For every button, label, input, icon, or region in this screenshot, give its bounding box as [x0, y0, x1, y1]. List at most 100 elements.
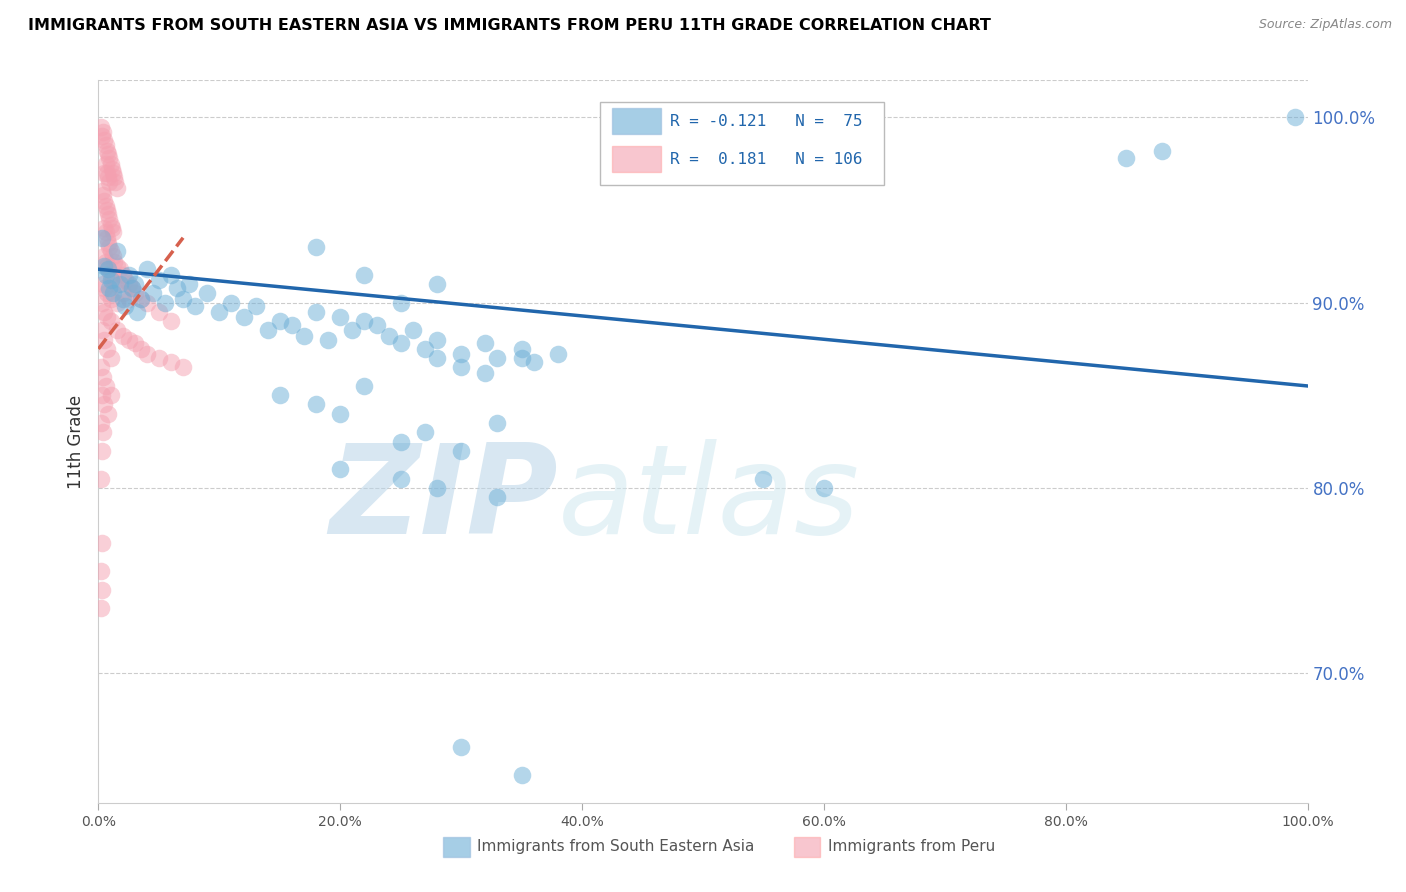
Point [100, 388, 122, 402]
Point [97, 207, 120, 221]
Point [96, 166, 118, 180]
Point [510, 351, 533, 366]
Point [98, 175, 121, 189]
Point [305, 240, 328, 254]
Point [93, 166, 115, 180]
Point [118, 268, 141, 282]
Point [97, 147, 120, 161]
Point [91, 188, 114, 202]
Point [111, 268, 134, 282]
Point [426, 481, 449, 495]
Text: Immigrants from Peru: Immigrants from Peru [828, 839, 995, 855]
Point [121, 281, 143, 295]
Point [105, 244, 128, 258]
Point [105, 180, 128, 194]
Point [124, 277, 146, 291]
Point [91, 582, 114, 597]
Point [111, 329, 134, 343]
Point [91, 231, 114, 245]
Point [100, 162, 122, 177]
Point [245, 299, 267, 313]
Point [98, 212, 121, 227]
Point [148, 351, 170, 366]
Point [402, 323, 425, 337]
Point [90, 360, 112, 375]
Point [486, 416, 509, 430]
Point [232, 310, 254, 325]
Point [100, 268, 122, 282]
Point [91, 536, 114, 550]
Point [100, 244, 122, 258]
Point [118, 277, 141, 291]
Text: Source: ZipAtlas.com: Source: ZipAtlas.com [1258, 18, 1392, 31]
Text: R = -0.121   N =  75: R = -0.121 N = 75 [671, 114, 863, 129]
Point [94, 138, 117, 153]
Point [100, 314, 122, 328]
Point [96, 286, 118, 301]
Point [153, 295, 176, 310]
Point [100, 292, 122, 306]
Point [94, 156, 117, 170]
Point [96, 310, 118, 325]
Point [94, 268, 117, 282]
Point [1284, 111, 1306, 125]
Point [98, 240, 121, 254]
Point [93, 281, 115, 295]
Point [100, 218, 122, 232]
Point [96, 144, 118, 158]
Point [90, 564, 112, 578]
Point [100, 221, 122, 235]
Point [93, 249, 115, 263]
Point [96, 202, 118, 217]
Point [101, 286, 124, 301]
Point [94, 255, 117, 269]
Point [91, 128, 114, 143]
Point [269, 314, 291, 328]
Point [111, 286, 134, 301]
Point [389, 434, 412, 449]
Point [353, 268, 375, 282]
Point [118, 333, 141, 347]
Point [305, 397, 328, 411]
Point [172, 360, 194, 375]
FancyBboxPatch shape [443, 837, 470, 857]
Point [166, 281, 188, 295]
Point [100, 273, 122, 287]
Point [105, 277, 128, 291]
Point [91, 277, 114, 291]
Point [91, 388, 114, 402]
Point [98, 151, 121, 165]
Point [353, 314, 375, 328]
Point [93, 194, 115, 208]
Point [281, 318, 304, 332]
Point [90, 601, 112, 615]
Point [129, 292, 152, 306]
Point [160, 314, 183, 328]
Point [90, 120, 112, 134]
Point [813, 481, 835, 495]
Point [221, 295, 243, 310]
Point [97, 169, 120, 184]
Point [91, 323, 114, 337]
Point [426, 333, 449, 347]
Point [91, 295, 114, 310]
Point [96, 231, 118, 245]
Point [103, 255, 125, 269]
Point [111, 292, 134, 306]
Point [101, 249, 124, 263]
Point [474, 366, 496, 380]
Point [124, 286, 146, 301]
Point [93, 333, 115, 347]
Point [523, 355, 546, 369]
Point [160, 268, 183, 282]
Text: IMMIGRANTS FROM SOUTH EASTERN ASIA VS IMMIGRANTS FROM PERU 11TH GRADE CORRELATIO: IMMIGRANTS FROM SOUTH EASTERN ASIA VS IM… [28, 18, 991, 33]
FancyBboxPatch shape [613, 109, 661, 135]
Point [104, 175, 127, 189]
FancyBboxPatch shape [793, 837, 820, 857]
Text: atlas: atlas [558, 439, 860, 560]
Point [93, 397, 115, 411]
Point [510, 342, 533, 356]
Point [94, 225, 117, 239]
Point [103, 169, 125, 184]
Point [389, 472, 412, 486]
